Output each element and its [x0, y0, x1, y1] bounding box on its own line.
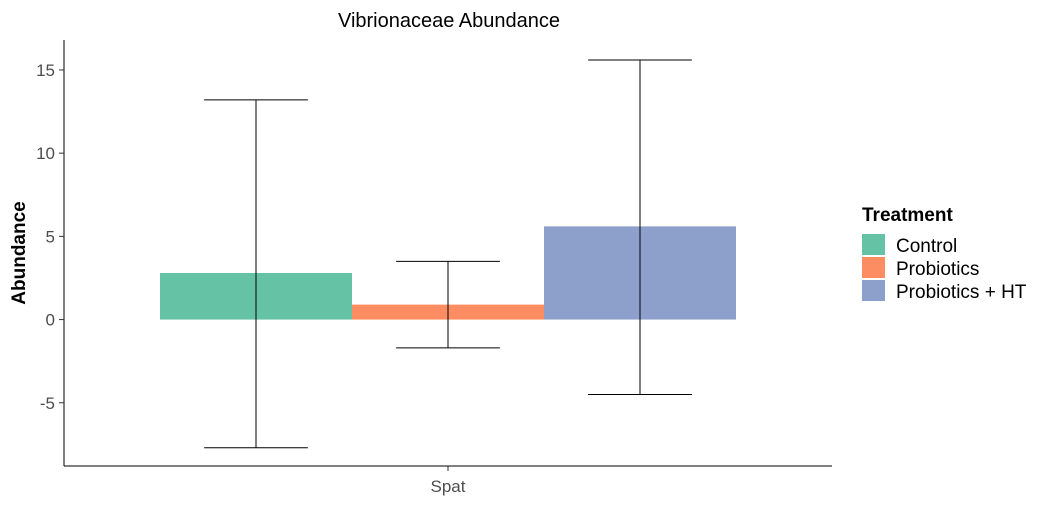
legend-key-3	[862, 280, 885, 301]
legend-label-1: Control	[896, 236, 957, 257]
error-bar-2	[396, 260, 500, 349]
legend-key-2	[862, 257, 885, 278]
y-tick-label: 15	[36, 61, 55, 80]
error-bar-3	[588, 59, 692, 395]
y-tick-label: 5	[46, 227, 55, 246]
y-tick-label: -5	[40, 394, 55, 413]
error-bar-1	[204, 99, 308, 449]
legend-title: Treatment	[862, 205, 953, 226]
legend-label-3: Probiotics + HT	[896, 282, 1027, 303]
chart-title: Vibrionaceae Abundance	[338, 10, 560, 32]
legend-key-1	[862, 234, 885, 255]
legend-label-2: Probiotics	[896, 259, 979, 280]
x-tick-label: Spat	[431, 477, 466, 496]
y-tick-label: 0	[46, 311, 55, 330]
y-tick-label: 10	[36, 144, 55, 163]
y-axis-label: Abundance	[9, 201, 30, 304]
plot-area: Spat -5 0 5 10 15	[36, 40, 832, 496]
